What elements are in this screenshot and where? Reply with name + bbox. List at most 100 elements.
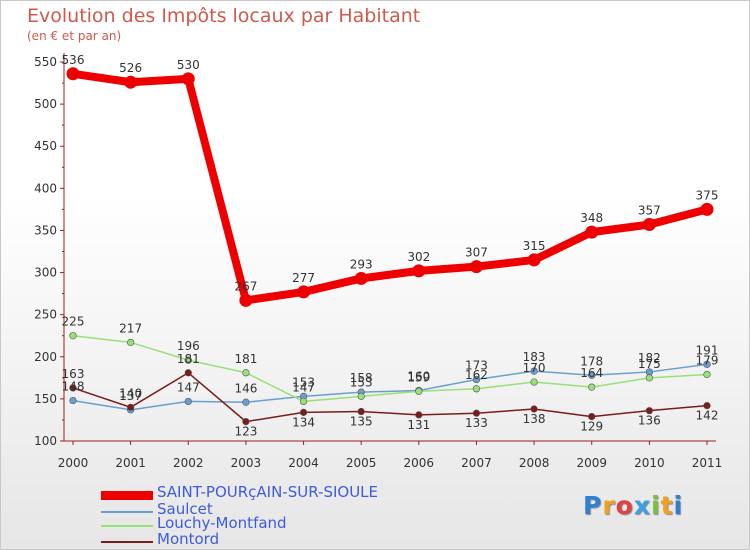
data-label: 148 — [62, 380, 85, 394]
chart-subtitle: (en € et par an) — [27, 29, 122, 43]
data-label: 348 — [580, 211, 603, 225]
y-tick-label: 450 — [34, 139, 57, 153]
x-tick-label: 2006 — [404, 456, 435, 470]
data-label: 375 — [696, 188, 719, 202]
data-point — [69, 332, 77, 340]
data-point — [354, 271, 368, 285]
y-tick-label: 350 — [34, 223, 57, 237]
data-point — [242, 398, 250, 406]
data-label: 191 — [696, 343, 719, 357]
series-line — [72, 372, 708, 423]
data-label: 163 — [62, 367, 85, 381]
data-point — [415, 387, 423, 395]
data-label: 129 — [580, 420, 603, 434]
y-tick-label: 150 — [34, 392, 57, 406]
data-label: 536 — [62, 53, 85, 67]
data-label: 158 — [350, 371, 373, 385]
data-label: 267 — [234, 279, 257, 293]
x-tick-label: 2007 — [461, 456, 492, 470]
data-point — [184, 397, 192, 406]
data-point — [703, 402, 711, 410]
x-tick-label: 2009 — [576, 456, 607, 470]
data-point — [645, 374, 653, 382]
data-label: 153 — [350, 375, 373, 389]
data-point — [69, 384, 77, 392]
data-label: 179 — [696, 353, 719, 367]
proxiti-logo: Proxiti — [583, 491, 684, 520]
data-point — [703, 360, 711, 368]
data-point — [357, 392, 365, 400]
data-point — [472, 385, 481, 393]
data-label: 136 — [638, 414, 661, 428]
data-point — [530, 367, 538, 375]
data-point — [588, 371, 596, 379]
x-tick-label: 2008 — [519, 456, 550, 470]
data-point — [588, 412, 596, 421]
data-label: 164 — [580, 366, 603, 380]
data-point — [184, 356, 192, 364]
data-label: 302 — [407, 250, 430, 264]
data-label: 357 — [638, 204, 661, 218]
data-label: 123 — [234, 425, 257, 439]
x-tick-label: 2000 — [58, 456, 89, 470]
legend-swatch — [101, 511, 153, 513]
series-line — [72, 334, 708, 403]
y-tick-label: 500 — [34, 97, 57, 111]
data-point — [124, 75, 138, 89]
x-tick-label: 2003 — [231, 456, 262, 470]
data-point — [299, 397, 308, 406]
data-point — [184, 369, 192, 377]
data-point — [530, 405, 538, 413]
data-point — [297, 285, 311, 299]
legend-label: Montord — [157, 530, 220, 548]
data-point — [127, 338, 135, 347]
data-label: 307 — [465, 246, 488, 260]
series-line — [69, 69, 711, 305]
series-louchy-montfand — [69, 332, 711, 406]
legend-swatch — [101, 541, 153, 543]
data-point — [127, 403, 135, 411]
data-label: 147 — [177, 380, 200, 394]
data-point — [645, 407, 653, 415]
data-label: 162 — [465, 368, 488, 382]
data-point — [239, 293, 253, 307]
data-point — [469, 260, 483, 274]
data-label: 526 — [119, 61, 142, 75]
data-label: 170 — [523, 361, 546, 375]
data-point — [472, 409, 481, 417]
data-label: 134 — [292, 415, 315, 429]
data-point — [703, 370, 711, 379]
data-label: 133 — [465, 416, 488, 430]
y-tick-label: 250 — [34, 308, 57, 322]
data-label: 315 — [523, 239, 546, 253]
data-label: 178 — [580, 354, 603, 368]
data-label: 135 — [350, 415, 373, 429]
data-label: 138 — [523, 412, 546, 426]
legend-label: SAINT-POURçAIN-SUR-SIOULE — [157, 483, 379, 501]
data-label: 173 — [465, 359, 488, 373]
data-label: 277 — [292, 271, 315, 285]
data-point — [530, 378, 538, 386]
data-point — [66, 67, 80, 81]
x-tick-label: 2001 — [115, 456, 146, 470]
data-point — [242, 418, 250, 426]
data-label: 153 — [292, 375, 315, 389]
data-point — [242, 369, 250, 377]
data-point — [357, 407, 365, 416]
data-point — [181, 72, 195, 86]
data-label: 175 — [638, 357, 661, 371]
x-tick-label: 2011 — [692, 456, 723, 470]
data-label: 293 — [350, 257, 373, 271]
data-label: 147 — [292, 380, 315, 394]
y-tick-label: 200 — [34, 350, 57, 364]
series-line — [72, 363, 708, 411]
data-point — [472, 375, 481, 384]
data-label: 530 — [177, 58, 200, 72]
data-label: 131 — [407, 418, 430, 432]
data-point — [69, 396, 77, 405]
data-point — [585, 225, 599, 239]
data-point — [299, 408, 308, 416]
legend-swatch — [101, 491, 153, 500]
